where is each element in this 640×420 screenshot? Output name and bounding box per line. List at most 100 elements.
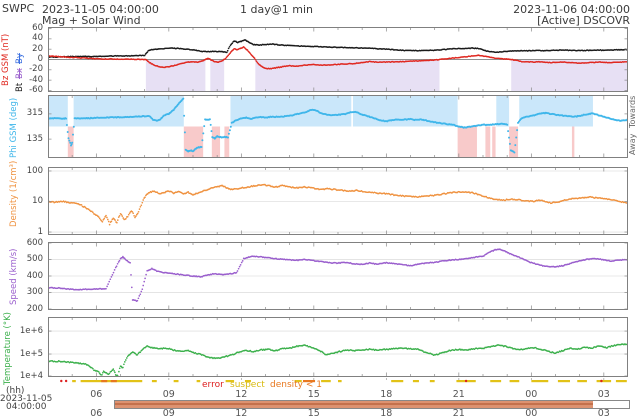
density-axis-label: Density (1/cm³): [9, 160, 19, 228]
hour-label: 18: [380, 389, 393, 400]
sector-band-away: [571, 126, 575, 158]
quality-strip: [60, 378, 627, 383]
suspect-marker: [509, 380, 520, 383]
sector-band-towards: [230, 95, 352, 127]
ytick-label: 1e+4: [19, 370, 43, 381]
sector-band-away: [457, 126, 477, 158]
hour-label: 21: [452, 389, 465, 400]
ytick-label: 600: [26, 237, 43, 248]
sector-band-away: [211, 126, 221, 158]
sector-band-away: [183, 126, 204, 158]
hour-label: 12: [235, 408, 248, 419]
suspect-marker: [577, 380, 587, 383]
sector-band-away: [509, 126, 519, 158]
panel-mag: [48, 27, 628, 92]
sector-band-away: [485, 126, 491, 158]
suspect-marker: [244, 380, 251, 383]
density-lt1-marker: [302, 380, 316, 383]
hour-label: 06: [90, 408, 103, 419]
sector-band-towards: [519, 95, 593, 127]
ytick-label: 300: [26, 287, 43, 298]
agency-label: SWPC: [2, 2, 35, 15]
suspect-marker: [596, 380, 612, 383]
suspect-marker: [338, 380, 342, 383]
sector-band-towards: [496, 95, 510, 127]
ytick-label: 0: [37, 54, 43, 64]
series-bt: [48, 38, 628, 59]
ytick-label: 315: [26, 108, 43, 119]
legend-error: error: [202, 380, 224, 390]
panel-phi: [48, 95, 628, 158]
ytick-label: 10: [32, 196, 43, 206]
panel-frame: [48, 95, 628, 158]
error-marker: [64, 379, 68, 383]
ytick-label: 500: [26, 253, 43, 264]
legend-density-lt1: density < 1: [270, 380, 322, 390]
panel-frame: [48, 167, 628, 235]
suspect-marker: [151, 380, 157, 383]
suspect-marker: [294, 380, 302, 383]
hour-label: 15: [307, 408, 320, 419]
ytick-label: 200: [26, 303, 43, 314]
ytick-label: -40: [29, 74, 43, 85]
plot-end-time: 2023-11-06 04:00:00: [513, 3, 630, 16]
time-range-bar: [114, 400, 630, 409]
sector-band-away: [492, 126, 496, 158]
hour-label: 15: [307, 389, 320, 400]
hour-label: 03: [597, 408, 610, 419]
panel-temp: [48, 317, 628, 377]
ytick-label: 1e+5: [19, 348, 43, 359]
suspect-marker: [225, 380, 235, 383]
suspect-marker: [72, 380, 76, 383]
suspect-marker: [429, 380, 435, 383]
ytick-label: 1: [37, 226, 43, 237]
hour-label: 18: [380, 408, 393, 419]
panel-frame: [48, 242, 628, 310]
ytick-label: 20: [32, 43, 43, 54]
bz-negative-shading: [511, 59, 628, 92]
hour-label: 00: [525, 389, 538, 400]
hour-label: 21: [452, 408, 465, 419]
error-marker: [464, 379, 468, 383]
ytick-label: 100: [26, 165, 43, 176]
hour-label: 06: [90, 389, 103, 400]
ytick-label: 135: [26, 133, 43, 144]
hour-label: 09: [162, 389, 175, 400]
density-lt1-marker: [101, 380, 108, 383]
series-speed: [48, 248, 628, 302]
sector-band-towards: [73, 95, 184, 127]
sector-band-away: [224, 126, 230, 158]
suspect-marker: [173, 380, 179, 383]
suspect-marker: [412, 380, 419, 383]
panel-speed: [48, 242, 628, 310]
ytick-label: 400: [26, 270, 43, 281]
legend-suspect: suspect: [230, 380, 265, 390]
ytick-label: -20: [29, 64, 43, 75]
sector-band-towards: [352, 95, 458, 127]
ytick-label: -60: [29, 85, 43, 95]
data-source-label: [Active] DSCOVR: [537, 14, 630, 27]
page-title: Mag + Solar Wind: [42, 14, 141, 27]
panel-frame: [48, 317, 628, 377]
ytick-label: 40: [32, 33, 43, 44]
suspect-marker: [557, 380, 570, 383]
suspect-marker: [531, 380, 549, 383]
sector-band-towards: [48, 95, 68, 127]
suspect-marker: [196, 380, 201, 383]
bz-negative-shading: [210, 59, 225, 92]
plot-cadence: 1 day@1 min: [240, 3, 313, 16]
error-marker: [60, 379, 63, 383]
time-range-bar-fill: [115, 401, 594, 408]
error-marker: [600, 379, 603, 383]
hour-label: 09: [162, 408, 175, 419]
ytick-label: 60: [32, 23, 43, 33]
series-temperature: [48, 342, 628, 377]
hour-unit-label: (hh): [6, 386, 25, 396]
panel-frame: [48, 27, 628, 92]
plot-start-time: 2023-11-05 04:00:00: [42, 3, 159, 16]
axis-start-time: 04:00:00: [6, 402, 47, 412]
suspect-marker: [615, 380, 627, 383]
ytick-label: 1e+6: [19, 325, 43, 336]
bz-negative-shading: [145, 59, 206, 92]
